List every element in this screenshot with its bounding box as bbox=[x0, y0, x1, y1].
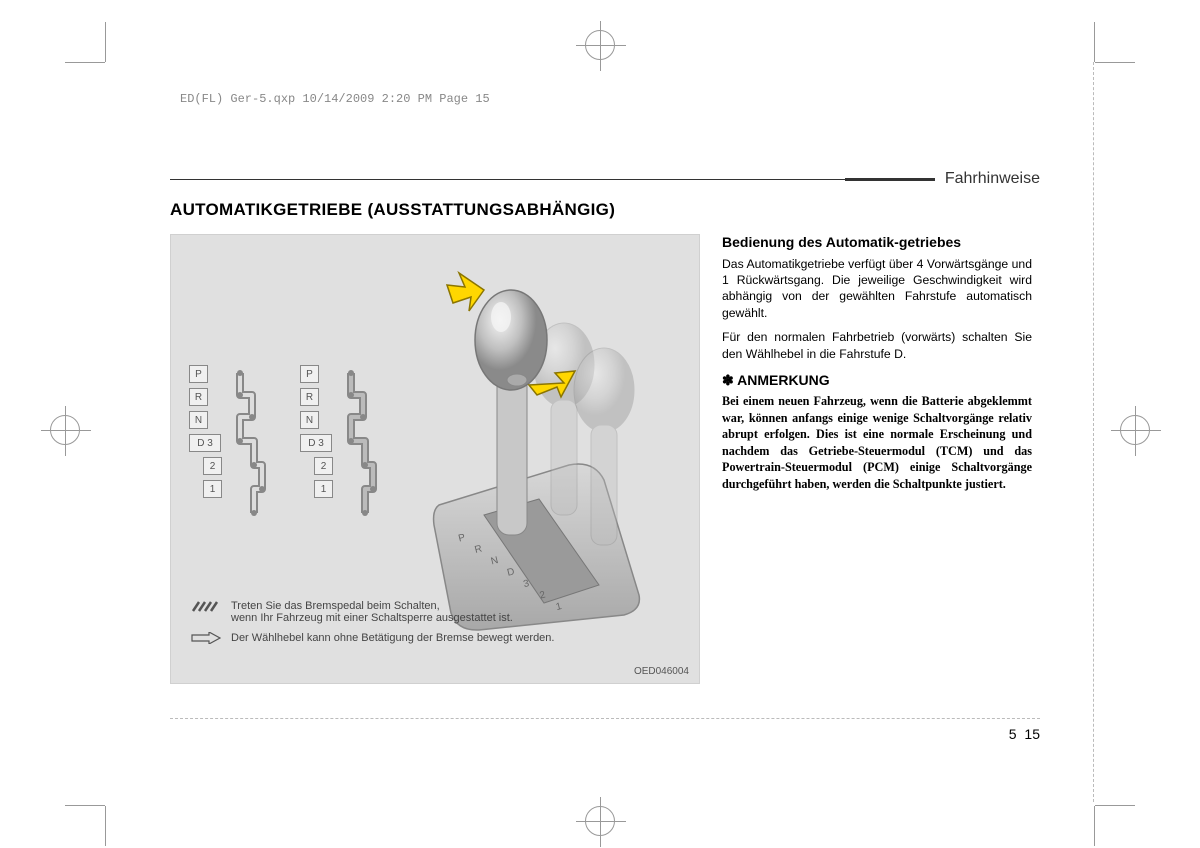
gate-pos: N bbox=[189, 411, 208, 429]
page-num: 15 bbox=[1024, 726, 1040, 742]
crop-mark bbox=[1095, 805, 1135, 806]
note-heading: ✽ ANMERKUNG bbox=[722, 372, 1032, 389]
chapter-header: Fahrhinweise bbox=[170, 170, 1040, 188]
gate-path-icon bbox=[343, 365, 379, 530]
gate-pos: 2 bbox=[203, 457, 222, 475]
crop-mark bbox=[65, 805, 105, 806]
gate-path-icon bbox=[232, 365, 268, 530]
gate-pos: R bbox=[300, 388, 319, 406]
crop-mark bbox=[105, 22, 106, 62]
arrow-icon bbox=[447, 273, 484, 311]
body-paragraph: Das Automatikgetriebe verfügt über 4 Vor… bbox=[722, 256, 1032, 322]
body-paragraph: Für den normalen Fahrbetrieb (vorwärts) … bbox=[722, 329, 1032, 362]
page-chapter: 5 bbox=[1009, 726, 1017, 742]
gate-labels-2: P R N D 3 2 1 bbox=[300, 365, 333, 530]
file-info-header: ED(FL) Ger-5.qxp 10/14/2009 2:20 PM Page… bbox=[180, 92, 490, 106]
crop-mark bbox=[1095, 62, 1135, 63]
legend-text: Treten Sie das Bremspedal beim Schalten,… bbox=[231, 600, 513, 624]
page-number: 5 15 bbox=[1009, 726, 1040, 742]
registration-mark bbox=[585, 30, 615, 60]
header-rule bbox=[170, 179, 845, 180]
crop-mark bbox=[105, 806, 106, 846]
registration-mark bbox=[585, 806, 615, 836]
subheading: Bedienung des Automatik-getriebes bbox=[722, 234, 1032, 252]
note-symbol-icon: ✽ bbox=[722, 372, 734, 388]
shifter-illustration: P R N D 3 2 1 bbox=[389, 255, 679, 635]
gate-pos: 1 bbox=[314, 480, 333, 498]
shift-gate-diagram: P R N D 3 2 1 bbox=[189, 365, 379, 530]
header-rule-bold bbox=[845, 178, 935, 181]
gate-pos: D 3 bbox=[300, 434, 332, 452]
main-heading: AUTOMATIKGETRIEBE (AUSSTATTUNGSABHÄNGIG) bbox=[170, 200, 1040, 220]
hatch-icon bbox=[191, 600, 221, 615]
text-column: Bedienung des Automatik-getriebes Das Au… bbox=[722, 234, 1032, 684]
page-content: Fahrhinweise AUTOMATIKGETRIEBE (AUSSTATT… bbox=[170, 170, 1040, 684]
fold-guide bbox=[170, 718, 1040, 719]
gate-pos: 2 bbox=[314, 457, 333, 475]
gate-pos: P bbox=[300, 365, 319, 383]
note-title-text: ANMERKUNG bbox=[737, 372, 830, 388]
crop-mark bbox=[1094, 22, 1095, 62]
figure-code: OED046004 bbox=[634, 666, 689, 677]
gate-pos: P bbox=[189, 365, 208, 383]
legend-text: Der Wählhebel kann ohne Betätigung der B… bbox=[231, 632, 554, 644]
gate-pos: 1 bbox=[203, 480, 222, 498]
registration-mark bbox=[1120, 415, 1150, 445]
note-body: Bei einem neuen Fahrzeug, wenn die Batte… bbox=[722, 393, 1032, 492]
crop-mark bbox=[65, 62, 105, 63]
gate-pos: N bbox=[300, 411, 319, 429]
fold-guide-vertical bbox=[1093, 62, 1094, 802]
chapter-title: Fahrhinweise bbox=[939, 170, 1040, 188]
gate-pos: R bbox=[189, 388, 208, 406]
registration-mark bbox=[50, 415, 80, 445]
gate-labels-1: P R N D 3 2 1 bbox=[189, 365, 222, 530]
crop-mark bbox=[1094, 806, 1095, 846]
arrow-outline-icon bbox=[191, 632, 221, 647]
gate-pos: D 3 bbox=[189, 434, 221, 452]
figure-legend: Treten Sie das Bremspedal beim Schalten,… bbox=[191, 600, 681, 655]
figure-container: P R N D 3 2 1 bbox=[170, 234, 700, 684]
